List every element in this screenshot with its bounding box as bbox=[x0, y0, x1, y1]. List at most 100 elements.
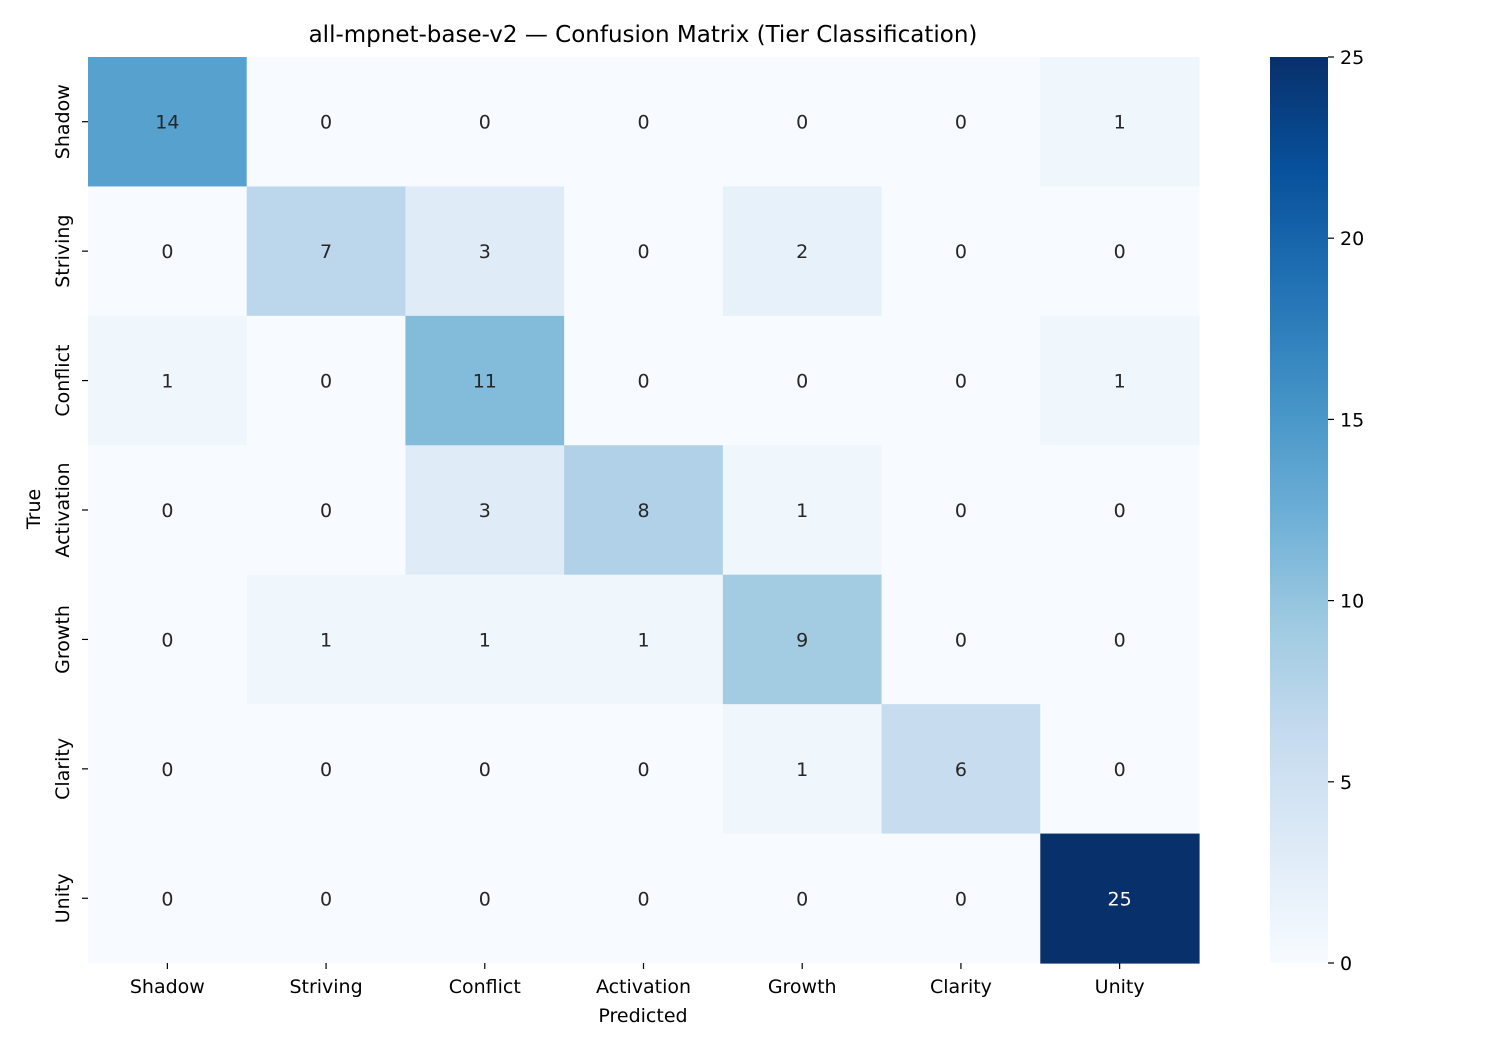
y-tick-label: Unity bbox=[52, 873, 74, 923]
heatmap-cell bbox=[722, 445, 883, 576]
heatmap-cell bbox=[564, 574, 724, 705]
chart-title: all-mpnet-base-v2 — Confusion Matrix (Ti… bbox=[309, 22, 978, 48]
cell-value-label: 7 bbox=[320, 241, 332, 263]
x-tick-label: Growth bbox=[768, 976, 837, 998]
heatmap-cell bbox=[722, 833, 883, 964]
cell-value-label: 0 bbox=[320, 500, 332, 522]
cell-value-label: 8 bbox=[637, 500, 649, 522]
y-tick-label: Shadow bbox=[52, 84, 74, 159]
y-tick-label: Clarity bbox=[52, 738, 74, 800]
cell-value-label: 0 bbox=[1114, 629, 1126, 651]
cell-value-label: 0 bbox=[320, 759, 332, 781]
heatmap-cells bbox=[88, 57, 1200, 964]
colorbar-tick-label: 25 bbox=[1340, 47, 1364, 69]
heatmap-cell bbox=[88, 833, 248, 964]
cell-value-label: 0 bbox=[796, 888, 808, 910]
cell-value-label: 0 bbox=[955, 629, 967, 651]
cell-value-label: 0 bbox=[796, 371, 808, 393]
cell-value-label: 0 bbox=[955, 241, 967, 263]
heatmap-cell bbox=[881, 445, 1041, 576]
heatmap-cell bbox=[405, 574, 565, 705]
heatmap-cell bbox=[1040, 445, 1200, 576]
cell-value-label: 0 bbox=[161, 500, 173, 522]
heatmap-cell bbox=[405, 186, 565, 317]
cell-value-label: 0 bbox=[637, 241, 649, 263]
heatmap-cell bbox=[246, 704, 407, 835]
colorbar-tick-label: 15 bbox=[1340, 409, 1364, 431]
cell-value-label: 0 bbox=[637, 112, 649, 134]
cell-value-label: 0 bbox=[320, 112, 332, 134]
y-tick-label: Growth bbox=[52, 605, 74, 674]
cell-value-label: 0 bbox=[955, 112, 967, 134]
heatmap-cell bbox=[881, 57, 1041, 188]
heatmap-cell bbox=[88, 186, 248, 317]
cell-value-label: 9 bbox=[796, 629, 808, 651]
cell-value-label: 2 bbox=[796, 241, 808, 263]
x-tick-label: Shadow bbox=[130, 976, 205, 998]
heatmap-cell bbox=[564, 315, 724, 446]
y-tick-label: Striving bbox=[52, 215, 74, 288]
cell-value-label: 0 bbox=[479, 112, 491, 134]
y-axis-ticks: Shadow Striving Conflict Activation Growth Cl… bbox=[52, 84, 88, 923]
x-tick-label: Unity bbox=[1095, 976, 1145, 998]
heatmap-cell bbox=[246, 833, 407, 964]
colorbar-tick-label: 5 bbox=[1340, 772, 1352, 794]
heatmap-cell bbox=[1040, 833, 1200, 964]
heatmap-cell bbox=[1040, 315, 1200, 446]
heatmap-cell bbox=[88, 445, 248, 576]
heatmap-cell bbox=[881, 186, 1041, 317]
heatmap-cell bbox=[1040, 574, 1200, 705]
cell-value-label: 0 bbox=[320, 888, 332, 910]
heatmap-cell bbox=[88, 574, 248, 705]
heatmap-cell bbox=[881, 833, 1041, 964]
cell-value-label: 6 bbox=[955, 759, 967, 781]
heatmap-cell bbox=[564, 57, 724, 188]
heatmap-cell bbox=[405, 704, 565, 835]
cell-value-label: 1 bbox=[1114, 371, 1126, 393]
heatmap-cell bbox=[88, 57, 248, 188]
heatmap-cell bbox=[1040, 704, 1200, 835]
cell-value-label: 0 bbox=[1114, 500, 1126, 522]
heatmap-cell bbox=[564, 833, 724, 964]
heatmap-cell bbox=[1040, 186, 1200, 317]
cell-value-label: 0 bbox=[796, 112, 808, 134]
heatmap-cell bbox=[246, 445, 407, 576]
cell-value-label: 0 bbox=[637, 759, 649, 781]
cell-value-label: 3 bbox=[479, 241, 491, 263]
x-axis-ticks: Shadow Striving Conflict Activation Growth Cl… bbox=[130, 963, 1145, 998]
cell-value-label: 0 bbox=[161, 888, 173, 910]
cell-value-label: 25 bbox=[1108, 888, 1132, 910]
cell-value-label: 1 bbox=[637, 629, 649, 651]
cell-value-label: 1 bbox=[479, 629, 491, 651]
heatmap-cell bbox=[88, 704, 248, 835]
y-tick-label: Activation bbox=[52, 462, 74, 557]
heatmap-cell bbox=[405, 315, 565, 446]
cell-value-label: 11 bbox=[473, 371, 497, 393]
heatmap-cell bbox=[246, 574, 407, 705]
cell-value-label: 0 bbox=[637, 371, 649, 393]
heatmap-cell bbox=[881, 704, 1041, 835]
cell-value-label: 0 bbox=[1114, 241, 1126, 263]
heatmap-cell bbox=[246, 57, 407, 188]
heatmap-cell bbox=[722, 704, 883, 835]
heatmap-cell bbox=[881, 315, 1041, 446]
cell-value-label: 0 bbox=[955, 371, 967, 393]
heatmap-cell bbox=[722, 186, 883, 317]
x-tick-label: Striving bbox=[289, 976, 362, 998]
cell-value-label: 14 bbox=[155, 112, 179, 134]
colorbar bbox=[1270, 57, 1328, 963]
x-tick-label: Conflict bbox=[449, 976, 521, 998]
cell-value-label: 0 bbox=[479, 759, 491, 781]
cell-value-label: 0 bbox=[955, 888, 967, 910]
cell-value-label: 0 bbox=[637, 888, 649, 910]
y-axis-label: True bbox=[23, 489, 45, 530]
cell-value-label: 3 bbox=[479, 500, 491, 522]
heatmap-cell bbox=[564, 445, 724, 576]
heatmap-cell bbox=[881, 574, 1041, 705]
heatmap-cell bbox=[88, 315, 248, 446]
cell-value-label: 0 bbox=[479, 888, 491, 910]
heatmap-cell bbox=[405, 445, 565, 576]
heatmap-cell bbox=[722, 315, 883, 446]
x-axis-label: Predicted bbox=[598, 1005, 687, 1027]
